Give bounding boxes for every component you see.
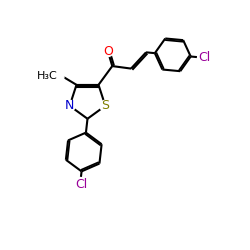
Circle shape	[102, 46, 113, 56]
Circle shape	[46, 67, 64, 85]
Text: N: N	[65, 99, 74, 112]
Text: Cl: Cl	[198, 50, 210, 64]
Text: S: S	[101, 99, 109, 112]
Circle shape	[76, 179, 86, 190]
Text: O: O	[103, 44, 113, 58]
Circle shape	[100, 100, 111, 111]
Circle shape	[64, 100, 75, 111]
Text: Cl: Cl	[75, 178, 87, 191]
Text: H₃C: H₃C	[37, 70, 58, 81]
Circle shape	[198, 52, 209, 62]
